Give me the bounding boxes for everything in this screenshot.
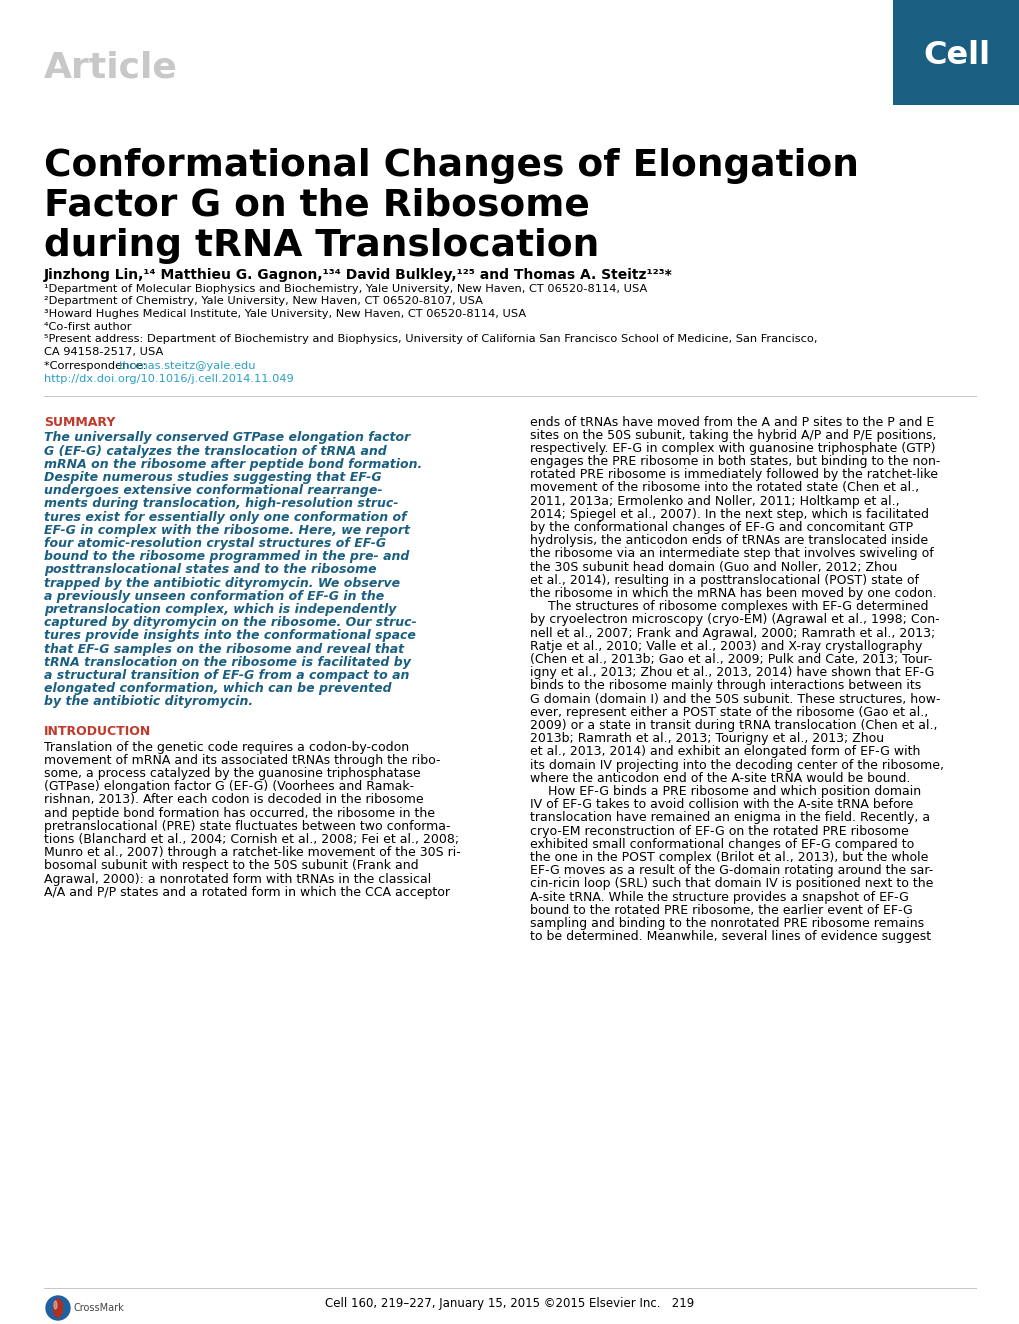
Text: tions (Blanchard et al., 2004; Cornish et al., 2008; Fei et al., 2008;: tions (Blanchard et al., 2004; Cornish e… — [44, 833, 459, 846]
Text: by the conformational changes of EF-G and concomitant GTP: by the conformational changes of EF-G an… — [530, 522, 912, 534]
Text: EF-G in complex with the ribosome. Here, we report: EF-G in complex with the ribosome. Here,… — [44, 524, 410, 538]
Text: Ratje et al., 2010; Valle et al., 2003) and X-ray crystallography: Ratje et al., 2010; Valle et al., 2003) … — [530, 639, 921, 653]
Text: posttranslocational states and to the ribosome: posttranslocational states and to the ri… — [44, 564, 376, 576]
Text: et al., 2013, 2014) and exhibit an elongated form of EF-G with: et al., 2013, 2014) and exhibit an elong… — [530, 745, 919, 759]
Text: rotated PRE ribosome is immediately followed by the ratchet-like: rotated PRE ribosome is immediately foll… — [530, 469, 937, 482]
Text: hydrolysis, the anticodon ends of tRNAs are translocated inside: hydrolysis, the anticodon ends of tRNAs … — [530, 535, 927, 547]
Text: CA 94158-2517, USA: CA 94158-2517, USA — [44, 347, 163, 356]
Text: sites on the 50S subunit, taking the hybrid A/P and P/E positions,: sites on the 50S subunit, taking the hyb… — [530, 429, 935, 442]
Text: cin-ricin loop (SRL) such that domain IV is positioned next to the: cin-ricin loop (SRL) such that domain IV… — [530, 878, 932, 891]
Text: Munro et al., 2007) through a ratchet-like movement of the 30S ri-: Munro et al., 2007) through a ratchet-li… — [44, 846, 461, 859]
Text: the one in the POST complex (Brilot et al., 2013), but the whole: the one in the POST complex (Brilot et a… — [530, 851, 927, 865]
Text: Agrawal, 2000): a nonrotated form with tRNAs in the classical: Agrawal, 2000): a nonrotated form with t… — [44, 873, 431, 886]
Text: Cell: Cell — [922, 40, 989, 70]
Text: the 30S subunit head domain (Guo and Noller, 2012; Zhou: the 30S subunit head domain (Guo and Nol… — [530, 560, 897, 573]
Text: elongated conformation, which can be prevented: elongated conformation, which can be pre… — [44, 682, 391, 695]
Text: sampling and binding to the nonrotated PRE ribosome remains: sampling and binding to the nonrotated P… — [530, 918, 923, 929]
Text: thomas.steitz@yale.edu: thomas.steitz@yale.edu — [118, 361, 256, 371]
Text: to be determined. Meanwhile, several lines of evidence suggest: to be determined. Meanwhile, several lin… — [530, 931, 930, 943]
Text: igny et al., 2013; Zhou et al., 2013, 2014) have shown that EF-G: igny et al., 2013; Zhou et al., 2013, 20… — [530, 666, 933, 679]
Text: the ribosome in which the mRNA has been moved by one codon.: the ribosome in which the mRNA has been … — [530, 587, 935, 600]
Text: http://dx.doi.org/10.1016/j.cell.2014.11.049: http://dx.doi.org/10.1016/j.cell.2014.11… — [44, 373, 293, 384]
Text: ³Howard Hughes Medical Institute, Yale University, New Haven, CT 06520-8114, USA: ³Howard Hughes Medical Institute, Yale U… — [44, 308, 526, 319]
Text: pretranslocational (PRE) state fluctuates between two conforma-: pretranslocational (PRE) state fluctuate… — [44, 820, 450, 833]
Text: The structures of ribosome complexes with EF-G determined: The structures of ribosome complexes wit… — [547, 600, 927, 613]
Text: SUMMARY: SUMMARY — [44, 416, 115, 429]
Text: *Correspondence:: *Correspondence: — [44, 361, 150, 371]
Text: bound to the ribosome programmed in the pre- and: bound to the ribosome programmed in the … — [44, 551, 409, 563]
Text: Article: Article — [44, 52, 177, 85]
Text: ⁵Present address: Department of Biochemistry and Biophysics, University of Calif: ⁵Present address: Department of Biochemi… — [44, 334, 816, 344]
Text: CrossMark: CrossMark — [74, 1303, 124, 1313]
Text: bound to the rotated PRE ribosome, the earlier event of EF-G: bound to the rotated PRE ribosome, the e… — [530, 904, 912, 918]
Text: ends of tRNAs have moved from the A and P sites to the P and E: ends of tRNAs have moved from the A and … — [530, 416, 933, 429]
Circle shape — [46, 1296, 70, 1320]
Text: tures exist for essentially only one conformation of: tures exist for essentially only one con… — [44, 511, 407, 524]
Text: by the antibiotic dityromycin.: by the antibiotic dityromycin. — [44, 695, 253, 708]
Text: 2013b; Ramrath et al., 2013; Tourigny et al., 2013; Zhou: 2013b; Ramrath et al., 2013; Tourigny et… — [530, 732, 883, 745]
Text: captured by dityromycin on the ribosome. Our struc-: captured by dityromycin on the ribosome.… — [44, 616, 417, 629]
Text: IV of EF-G takes to avoid collision with the A-site tRNA before: IV of EF-G takes to avoid collision with… — [530, 798, 912, 812]
Text: How EF-G binds a PRE ribosome and which position domain: How EF-G binds a PRE ribosome and which … — [547, 785, 920, 798]
Bar — [892, 0, 1019, 105]
Text: mRNA on the ribosome after peptide bond formation.: mRNA on the ribosome after peptide bond … — [44, 458, 422, 471]
Text: undergoes extensive conformational rearrange-: undergoes extensive conformational rearr… — [44, 485, 382, 498]
Text: rishnan, 2013). After each codon is decoded in the ribosome: rishnan, 2013). After each codon is deco… — [44, 793, 423, 806]
Ellipse shape — [53, 1299, 62, 1317]
Text: Jinzhong Lin,¹⁴ Matthieu G. Gagnon,¹³⁴ David Bulkley,¹²⁵ and Thomas A. Steitz¹²³: Jinzhong Lin,¹⁴ Matthieu G. Gagnon,¹³⁴ D… — [44, 267, 673, 282]
Text: and peptide bond formation has occurred, the ribosome in the: and peptide bond formation has occurred,… — [44, 806, 434, 820]
Text: ⁴Co-first author: ⁴Co-first author — [44, 322, 131, 331]
Text: (GTPase) elongation factor G (EF-G) (Voorhees and Ramak-: (GTPase) elongation factor G (EF-G) (Voo… — [44, 780, 414, 793]
Text: G domain (domain I) and the 50S subunit. These structures, how-: G domain (domain I) and the 50S subunit.… — [530, 692, 940, 706]
Text: Cell 160, 219–227, January 15, 2015 ©2015 Elsevier Inc.   219: Cell 160, 219–227, January 15, 2015 ©201… — [325, 1298, 694, 1311]
Text: tRNA translocation on the ribosome is facilitated by: tRNA translocation on the ribosome is fa… — [44, 655, 411, 669]
Text: cryo-EM reconstruction of EF-G on the rotated PRE ribosome: cryo-EM reconstruction of EF-G on the ro… — [530, 825, 908, 838]
Text: 2014; Spiegel et al., 2007). In the next step, which is facilitated: 2014; Spiegel et al., 2007). In the next… — [530, 508, 928, 520]
Text: during tRNA Translocation: during tRNA Translocation — [44, 228, 599, 263]
Text: (Chen et al., 2013b; Gao et al., 2009; Pulk and Cate, 2013; Tour-: (Chen et al., 2013b; Gao et al., 2009; P… — [530, 653, 931, 666]
Text: a structural transition of EF-G from a compact to an: a structural transition of EF-G from a c… — [44, 669, 409, 682]
Text: pretranslocation complex, which is independently: pretranslocation complex, which is indep… — [44, 604, 396, 616]
Text: engages the PRE ribosome in both states, but binding to the non-: engages the PRE ribosome in both states,… — [530, 455, 940, 469]
Text: four atomic-resolution crystal structures of EF-G: four atomic-resolution crystal structure… — [44, 538, 386, 549]
Text: its domain IV projecting into the decoding center of the ribosome,: its domain IV projecting into the decodi… — [530, 759, 943, 772]
Text: G (EF-G) catalyzes the translocation of tRNA and: G (EF-G) catalyzes the translocation of … — [44, 445, 386, 458]
Text: respectively. EF-G in complex with guanosine triphosphate (GTP): respectively. EF-G in complex with guano… — [530, 442, 934, 455]
Text: by cryoelectron microscopy (cryo-EM) (Agrawal et al., 1998; Con-: by cryoelectron microscopy (cryo-EM) (Ag… — [530, 613, 938, 626]
Text: some, a process catalyzed by the guanosine triphosphatase: some, a process catalyzed by the guanosi… — [44, 767, 420, 780]
Text: nell et al., 2007; Frank and Agrawal, 2000; Ramrath et al., 2013;: nell et al., 2007; Frank and Agrawal, 20… — [530, 626, 934, 639]
Text: et al., 2014), resulting in a posttranslocational (POST) state of: et al., 2014), resulting in a posttransl… — [530, 573, 918, 587]
Text: ¹Department of Molecular Biophysics and Biochemistry, Yale University, New Haven: ¹Department of Molecular Biophysics and … — [44, 285, 647, 294]
Text: The universally conserved GTPase elongation factor: The universally conserved GTPase elongat… — [44, 432, 410, 445]
Text: ²Department of Chemistry, Yale University, New Haven, CT 06520-8107, USA: ²Department of Chemistry, Yale Universit… — [44, 297, 482, 306]
Text: translocation have remained an enigma in the field. Recently, a: translocation have remained an enigma in… — [530, 812, 929, 825]
Text: movement of the ribosome into the rotated state (Chen et al.,: movement of the ribosome into the rotate… — [530, 482, 918, 494]
Text: binds to the ribosome mainly through interactions between its: binds to the ribosome mainly through int… — [530, 679, 920, 692]
Text: where the anticodon end of the A-site tRNA would be bound.: where the anticodon end of the A-site tR… — [530, 772, 910, 785]
Ellipse shape — [54, 1301, 57, 1309]
Text: bosomal subunit with respect to the 50S subunit (Frank and: bosomal subunit with respect to the 50S … — [44, 859, 418, 873]
Text: trapped by the antibiotic dityromycin. We observe: trapped by the antibiotic dityromycin. W… — [44, 577, 399, 589]
Text: exhibited small conformational changes of EF-G compared to: exhibited small conformational changes o… — [530, 838, 913, 851]
Text: EF-G moves as a result of the G-domain rotating around the sar-: EF-G moves as a result of the G-domain r… — [530, 865, 932, 878]
Text: A/A and P/P states and a rotated form in which the CCA acceptor: A/A and P/P states and a rotated form in… — [44, 886, 449, 899]
Text: Translation of the genetic code requires a codon-by-codon: Translation of the genetic code requires… — [44, 740, 409, 753]
Text: that EF-G samples on the ribosome and reveal that: that EF-G samples on the ribosome and re… — [44, 642, 404, 655]
Text: A-site tRNA. While the structure provides a snapshot of EF-G: A-site tRNA. While the structure provide… — [530, 891, 908, 904]
Text: movement of mRNA and its associated tRNAs through the ribo-: movement of mRNA and its associated tRNA… — [44, 753, 440, 767]
Text: ever, represent either a POST state of the ribosome (Gao et al.,: ever, represent either a POST state of t… — [530, 706, 927, 719]
Text: INTRODUCTION: INTRODUCTION — [44, 724, 151, 737]
Text: the ribosome via an intermediate step that involves swiveling of: the ribosome via an intermediate step th… — [530, 548, 932, 560]
Text: tures provide insights into the conformational space: tures provide insights into the conforma… — [44, 629, 416, 642]
Text: Despite numerous studies suggesting that EF-G: Despite numerous studies suggesting that… — [44, 471, 381, 485]
Text: Factor G on the Ribosome: Factor G on the Ribosome — [44, 188, 589, 224]
Text: ments during translocation, high-resolution struc-: ments during translocation, high-resolut… — [44, 498, 398, 511]
Text: 2011, 2013a; Ermolenko and Noller, 2011; Holtkamp et al.,: 2011, 2013a; Ermolenko and Noller, 2011;… — [530, 495, 899, 507]
Text: a previously unseen conformation of EF-G in the: a previously unseen conformation of EF-G… — [44, 591, 384, 602]
Text: 2009) or a state in transit during tRNA translocation (Chen et al.,: 2009) or a state in transit during tRNA … — [530, 719, 936, 732]
Text: Conformational Changes of Elongation: Conformational Changes of Elongation — [44, 148, 858, 184]
